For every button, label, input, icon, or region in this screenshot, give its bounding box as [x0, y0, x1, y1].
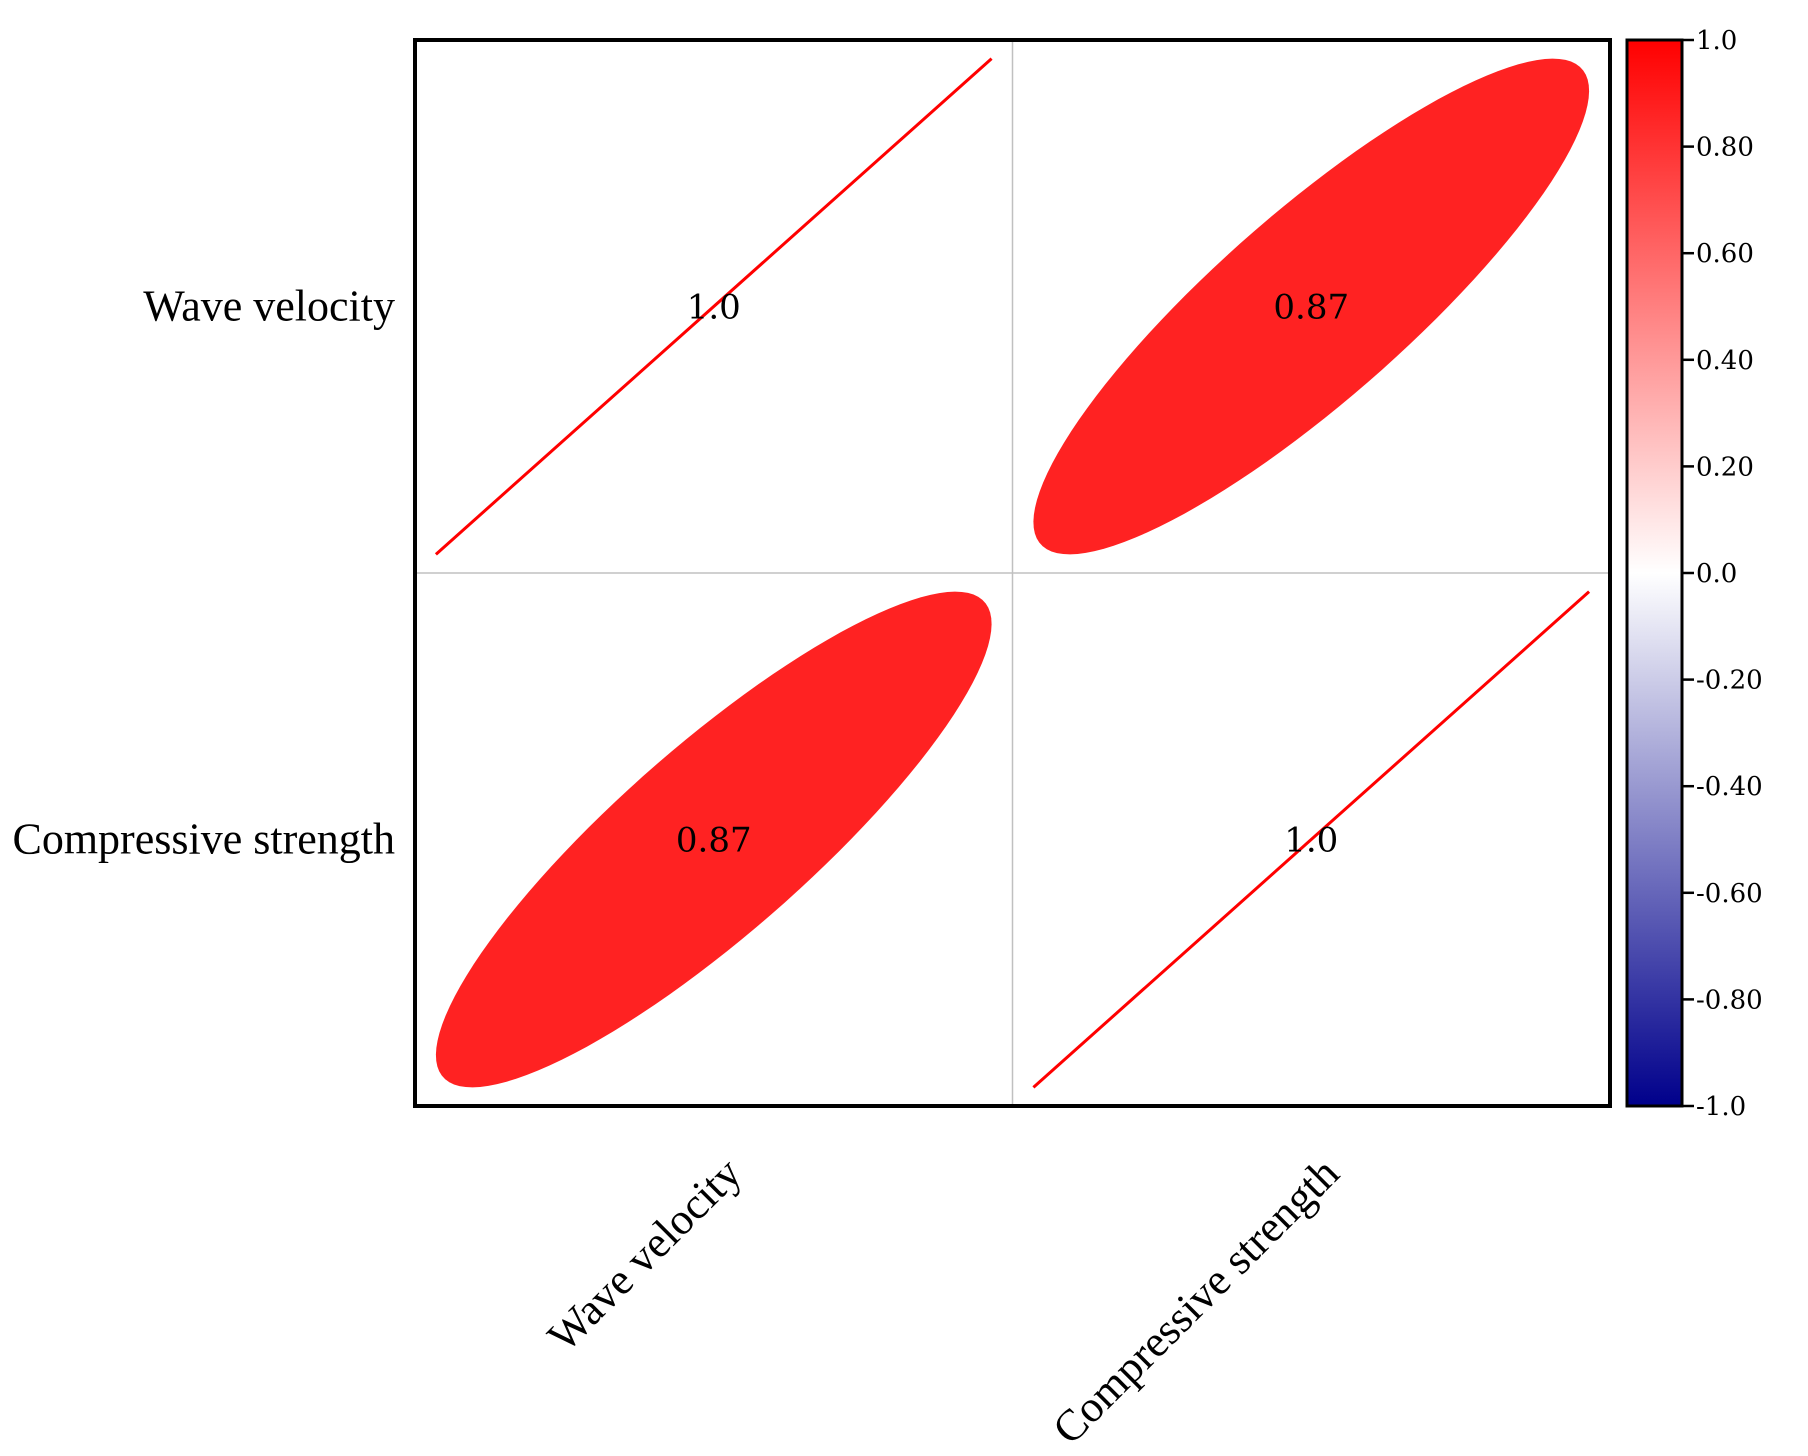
row-label: Compressive strength	[12, 815, 395, 864]
column-label: Wave velocity	[538, 1148, 751, 1361]
colorbar-gradient	[1625, 38, 1684, 1108]
colorbar-tick-label: 0.80	[1696, 133, 1754, 163]
cell-value-label: 1.0	[1284, 821, 1338, 861]
colorbar-tick-label: 1.0	[1696, 26, 1737, 56]
column-labels: Wave velocity Compressive strength	[538, 1148, 1348, 1453]
plot-frame	[413, 38, 1612, 1108]
colorbar-tick-label: -0.60	[1696, 879, 1763, 909]
colorbar-tick-label: -0.20	[1696, 666, 1763, 696]
row-label: Wave velocity	[143, 282, 395, 331]
cell-value-label: 1.0	[687, 288, 741, 328]
correlation-ellipse-1-0	[435, 591, 992, 1088]
colorbar: 1.0 0.80 0.60 0.40 0.20 0.0 -0.20 -0.40 -0.60 -0.…	[1625, 26, 1763, 1122]
row-labels: Wave velocity Compressive strength	[12, 282, 395, 864]
colorbar-tick-label: 0.20	[1696, 452, 1754, 482]
correlation-ellipse-0-1	[1033, 58, 1590, 555]
grid-lines	[415, 40, 1610, 1106]
column-label: Compressive strength	[1043, 1148, 1348, 1453]
colorbar-tick-label: 0.0	[1696, 559, 1737, 589]
cell-value-label: 0.87	[1273, 288, 1349, 328]
colorbar-tick-label: -0.40	[1696, 772, 1763, 802]
colorbar-tick-label: -1.0	[1696, 1092, 1746, 1122]
colorbar-ticks: 1.0 0.80 0.60 0.40 0.20 0.0 -0.20 -0.40 -0.60 -0.…	[1682, 26, 1763, 1122]
colorbar-tick-label: 0.40	[1696, 346, 1754, 376]
cell-value-label: 0.87	[676, 821, 752, 861]
heatmap-cells: 1.0 0.87 0.87 1.0	[434, 57, 1591, 1089]
correlation-line-0-0	[434, 57, 993, 556]
colorbar-tick-label: 0.60	[1696, 239, 1754, 269]
colorbar-tick-label: -0.80	[1696, 985, 1763, 1015]
correlation-line-1-1	[1032, 590, 1591, 1089]
